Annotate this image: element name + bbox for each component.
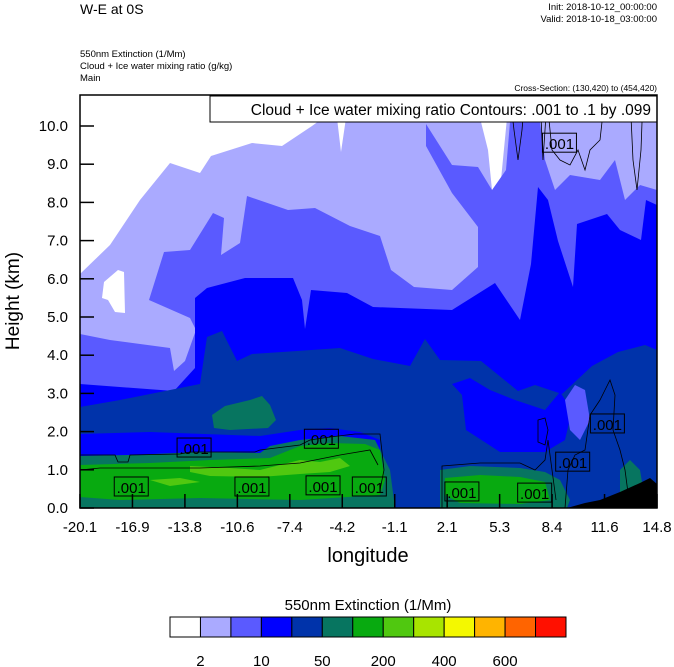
init-time: Init: 2018-10-12_00:00:00 [548,2,657,13]
contour-label-box [541,132,577,153]
plot-frame [79,94,658,509]
contour-label: .001 [355,480,384,497]
contour-label-box [555,451,591,472]
contour-label-box [113,476,149,497]
y-tick-label: 1.0 [47,462,68,479]
contour-line-surface-inner [80,449,379,471]
contour-label-box [234,476,270,497]
colorbar-swatch [291,616,323,638]
x-tick-label: -20.1 [63,519,97,536]
contour-info-text: Cloud + Ice water mixing ratio Contours:… [251,102,651,119]
contour-label: .001 [520,486,549,503]
y-tick-label: 10.0 [39,118,68,135]
contour-label-box [176,437,212,458]
filled-contours [80,95,657,508]
colorbar-swatch [169,616,201,638]
y-tick-label: 4.0 [47,347,68,364]
colorbar-swatch [260,616,293,638]
contour-label: .001 [558,455,587,472]
x-axis-label: longitude [327,545,408,567]
contour-label: .001 [308,479,337,496]
field-line-2: Cloud + Ice water mixing ratio (g/kg) [80,61,232,72]
lavender-patch-right [565,385,590,440]
level-green [80,443,550,504]
colorbar-label: 400 [432,653,457,667]
y-tick-label: 0.0 [47,500,68,517]
colorbar-label: 200 [371,653,396,667]
y-tick-label: 6.0 [47,271,68,288]
y-axis-label: Height (km) [3,252,24,350]
colorbar-label: 2 [196,653,204,667]
contour-label-box [351,476,387,497]
contour-label: .001 [593,417,622,434]
contour-label-box [589,413,625,434]
axes: -20.1 -16.9 -13.8 -10.6 -7.4 -4.2 -1.1 2.1 5.3 8.… [39,118,672,536]
terrain [567,478,657,508]
white-patch [102,270,125,313]
colorbar: 2 10 50 200 400 600 [169,616,567,667]
teal-patch [212,396,276,430]
contour-label-layer: .001 .001 .001 .001 .001 .001 .001 .001 .001 .001… [113,132,625,503]
contour-label-box [517,482,553,503]
y-tick-label: 9.0 [47,156,68,173]
contour-label: .001 [117,480,146,497]
contour-line-right-surface [441,439,557,508]
colorbar-label: 50 [314,653,331,667]
contour-label: .001 [307,432,336,449]
colorbar-label: 600 [493,653,518,667]
colorbar-swatch [443,616,476,638]
field-line-1: 550nm Extinction (1/Mm) [80,49,186,60]
contour-label: .001 [447,485,476,502]
x-tick-label: 5.3 [489,519,510,536]
y-tick-label: 5.0 [47,309,68,326]
figure-title: W-E at 0S [80,1,144,17]
y-tick-label: 3.0 [47,385,68,402]
colorbar-swatch [382,616,415,638]
colorbar-title: 550nm Extinction (1/Mm) [285,597,452,614]
colorbar-swatch [413,616,445,638]
contour-info-box [209,95,658,123]
colorbar-swatch [352,616,384,638]
x-tick-label: 11.6 [590,519,618,536]
contour-label-box [444,481,480,502]
x-tick-label: 14.8 [642,519,671,536]
colorbar-swatch [199,616,232,638]
contour-line-right-loop [537,417,549,446]
level-light-green [150,458,350,486]
colorbar-swatch [474,616,506,638]
x-tick-label: -16.9 [115,519,149,536]
contour-label-box [303,428,339,449]
contour-label-box [305,475,341,496]
field-line-3: Main [80,73,101,84]
x-tick-label: -13.8 [168,519,202,536]
colorbar-swatch [504,616,537,638]
y-tick-label: 7.0 [47,233,68,250]
contour-lines [80,95,644,508]
x-tick-label: 2.1 [437,519,458,536]
cross-section-label: Cross-Section: (130,420) to (454,420) [514,83,657,93]
contour-label: .001 [179,441,208,458]
contour-line-right-tower [564,378,631,508]
x-tick-label: 8.4 [542,519,563,536]
x-tick-label: -7.4 [277,519,303,536]
contour-line-surface-outer [80,433,385,491]
colorbar-swatch [535,616,567,638]
y-tick-label: 2.0 [47,424,68,441]
x-tick-label: -10.6 [220,519,254,536]
contour-label: .001 [545,136,574,153]
colorbar-swatch [230,616,262,638]
colorbar-label: 10 [253,653,270,667]
blue-patch-lower-right [452,378,572,452]
x-tick-label: -1.1 [382,519,408,536]
colorbar-swatch [321,616,354,638]
contour-label: .001 [237,480,266,497]
y-tick-label: 8.0 [47,194,68,211]
x-tick-label: -4.2 [329,519,355,536]
valid-time: Valid: 2018-10-18_03:00:00 [540,14,657,25]
